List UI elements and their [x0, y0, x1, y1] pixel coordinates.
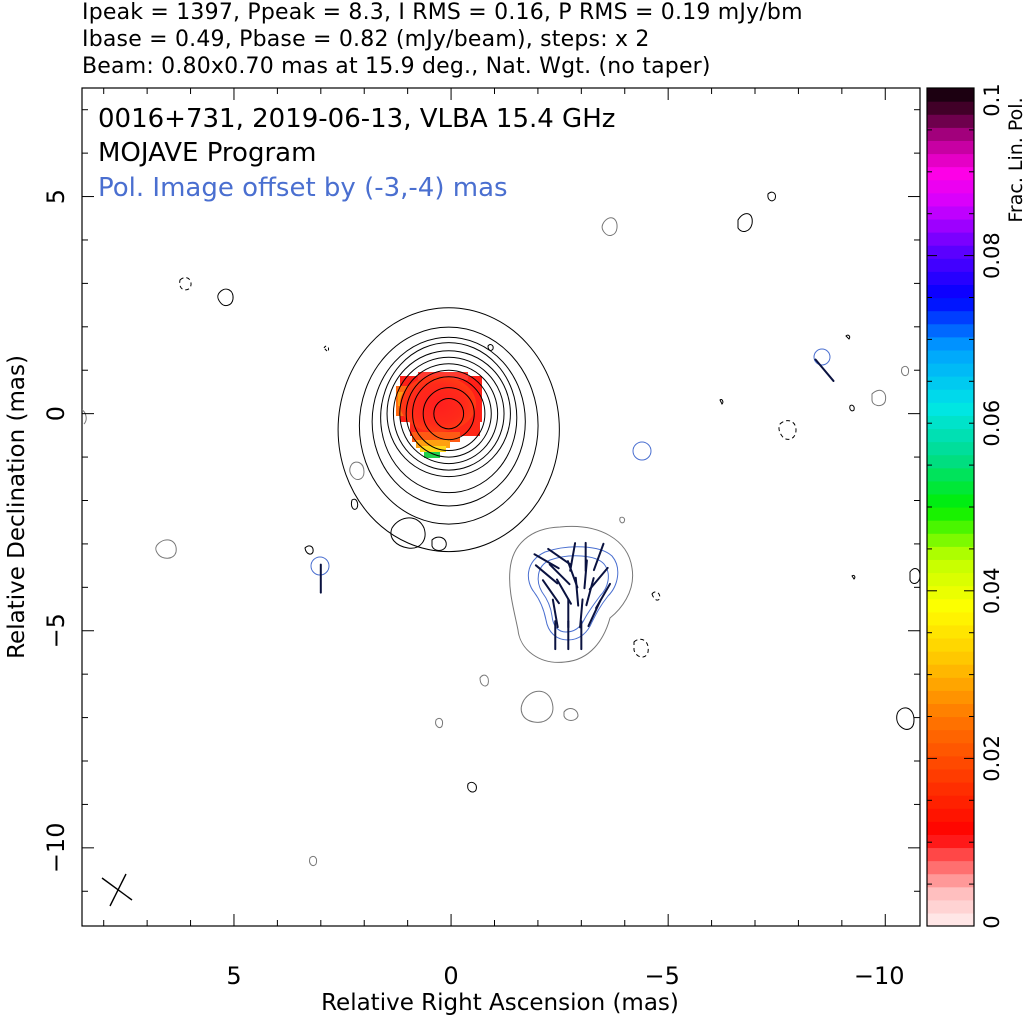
evpa-vector: [574, 576, 580, 607]
x-tick-label: 5: [226, 962, 241, 990]
beam-cross-icon: [101, 873, 133, 907]
x-tick-label: 0: [443, 962, 458, 990]
y-tick-label: −5: [42, 613, 70, 648]
header-base-line: Ibase = 0.49, Pbase = 0.82 (mJy/beam), s…: [82, 27, 650, 52]
y-tick-label: 0: [42, 406, 70, 421]
core-intensity-contours: [337, 307, 560, 553]
colorbar-tick-label: 0.02: [980, 735, 1004, 782]
evpa-vector: [814, 358, 835, 382]
evpa-vector: [587, 599, 602, 628]
core-contour: [392, 356, 505, 471]
core-contour: [422, 387, 475, 441]
colorbar-tick-label: 0.04: [980, 567, 1004, 614]
core-contour: [337, 307, 560, 553]
noise-contours: [82, 191, 920, 867]
core-contour: [380, 342, 518, 494]
x-axis-title: Relative Right Ascension (mas): [321, 990, 679, 1016]
evpa-vector: [533, 553, 560, 570]
x-tick-label: −5: [644, 962, 679, 990]
core-contour: [358, 326, 539, 525]
core-contour: [386, 350, 511, 478]
evpa-vector: [569, 542, 577, 572]
map-title: 0016+731, 2019-06-13, VLBA 15.4 GHz: [98, 104, 615, 134]
core-contour: [412, 376, 486, 452]
x-tick-label: −10: [854, 962, 905, 990]
evpa-vector: [583, 559, 588, 590]
jet-faint-contour: [509, 525, 634, 663]
y-tick-label: 5: [42, 189, 70, 204]
x-tick-labels: 5 0 −5 −10: [226, 962, 904, 990]
evpa-vector: [551, 598, 559, 629]
colorbar-tick-label: 0: [980, 915, 1004, 928]
colorbar: 0 0.02 0.04 0.06 0.08 0.1 Frac. Lin. Pol…: [926, 83, 1027, 929]
header-beam-line: Beam: 0.80x0.70 mas at 15.9 deg., Nat. W…: [82, 54, 711, 79]
evpa-vector: [541, 579, 560, 605]
core-contour: [433, 397, 465, 430]
evpa-vector: [585, 577, 595, 607]
pol-offset-note: Pol. Image offset by (-3,-4) mas: [98, 173, 508, 203]
core-contour: [371, 336, 526, 507]
colorbar-tick-label: 0.1: [980, 83, 1004, 116]
header-stats-line: Ipeak = 1397, Ppeak = 8.3, I RMS = 0.16,…: [82, 0, 803, 25]
evpa-vector: [592, 542, 605, 572]
evpa-vector: [588, 566, 609, 591]
colorbar-gradient: [927, 88, 974, 927]
colorbar-tick-label: 0.08: [980, 232, 1004, 279]
axis-ticks: [82, 88, 920, 926]
core-contour: [405, 369, 492, 458]
program-label: MOJAVE Program: [98, 138, 316, 168]
core-contour: [399, 363, 499, 465]
y-axis-title: Relative Declination (mas): [4, 355, 30, 659]
colorbar-label: Frac. Lin. Pol.: [1005, 97, 1027, 222]
evpa-vector: [548, 563, 571, 586]
evpa-vectors: [319, 358, 835, 651]
pol-intensity-contours: [310, 348, 831, 641]
colorbar-tick-label: 0.06: [980, 400, 1004, 447]
plot-frame: [81, 87, 921, 927]
evpa-vector: [534, 564, 559, 585]
y-tick-labels: 5 0 −5 −10: [42, 189, 70, 873]
y-tick-label: −10: [42, 823, 70, 874]
